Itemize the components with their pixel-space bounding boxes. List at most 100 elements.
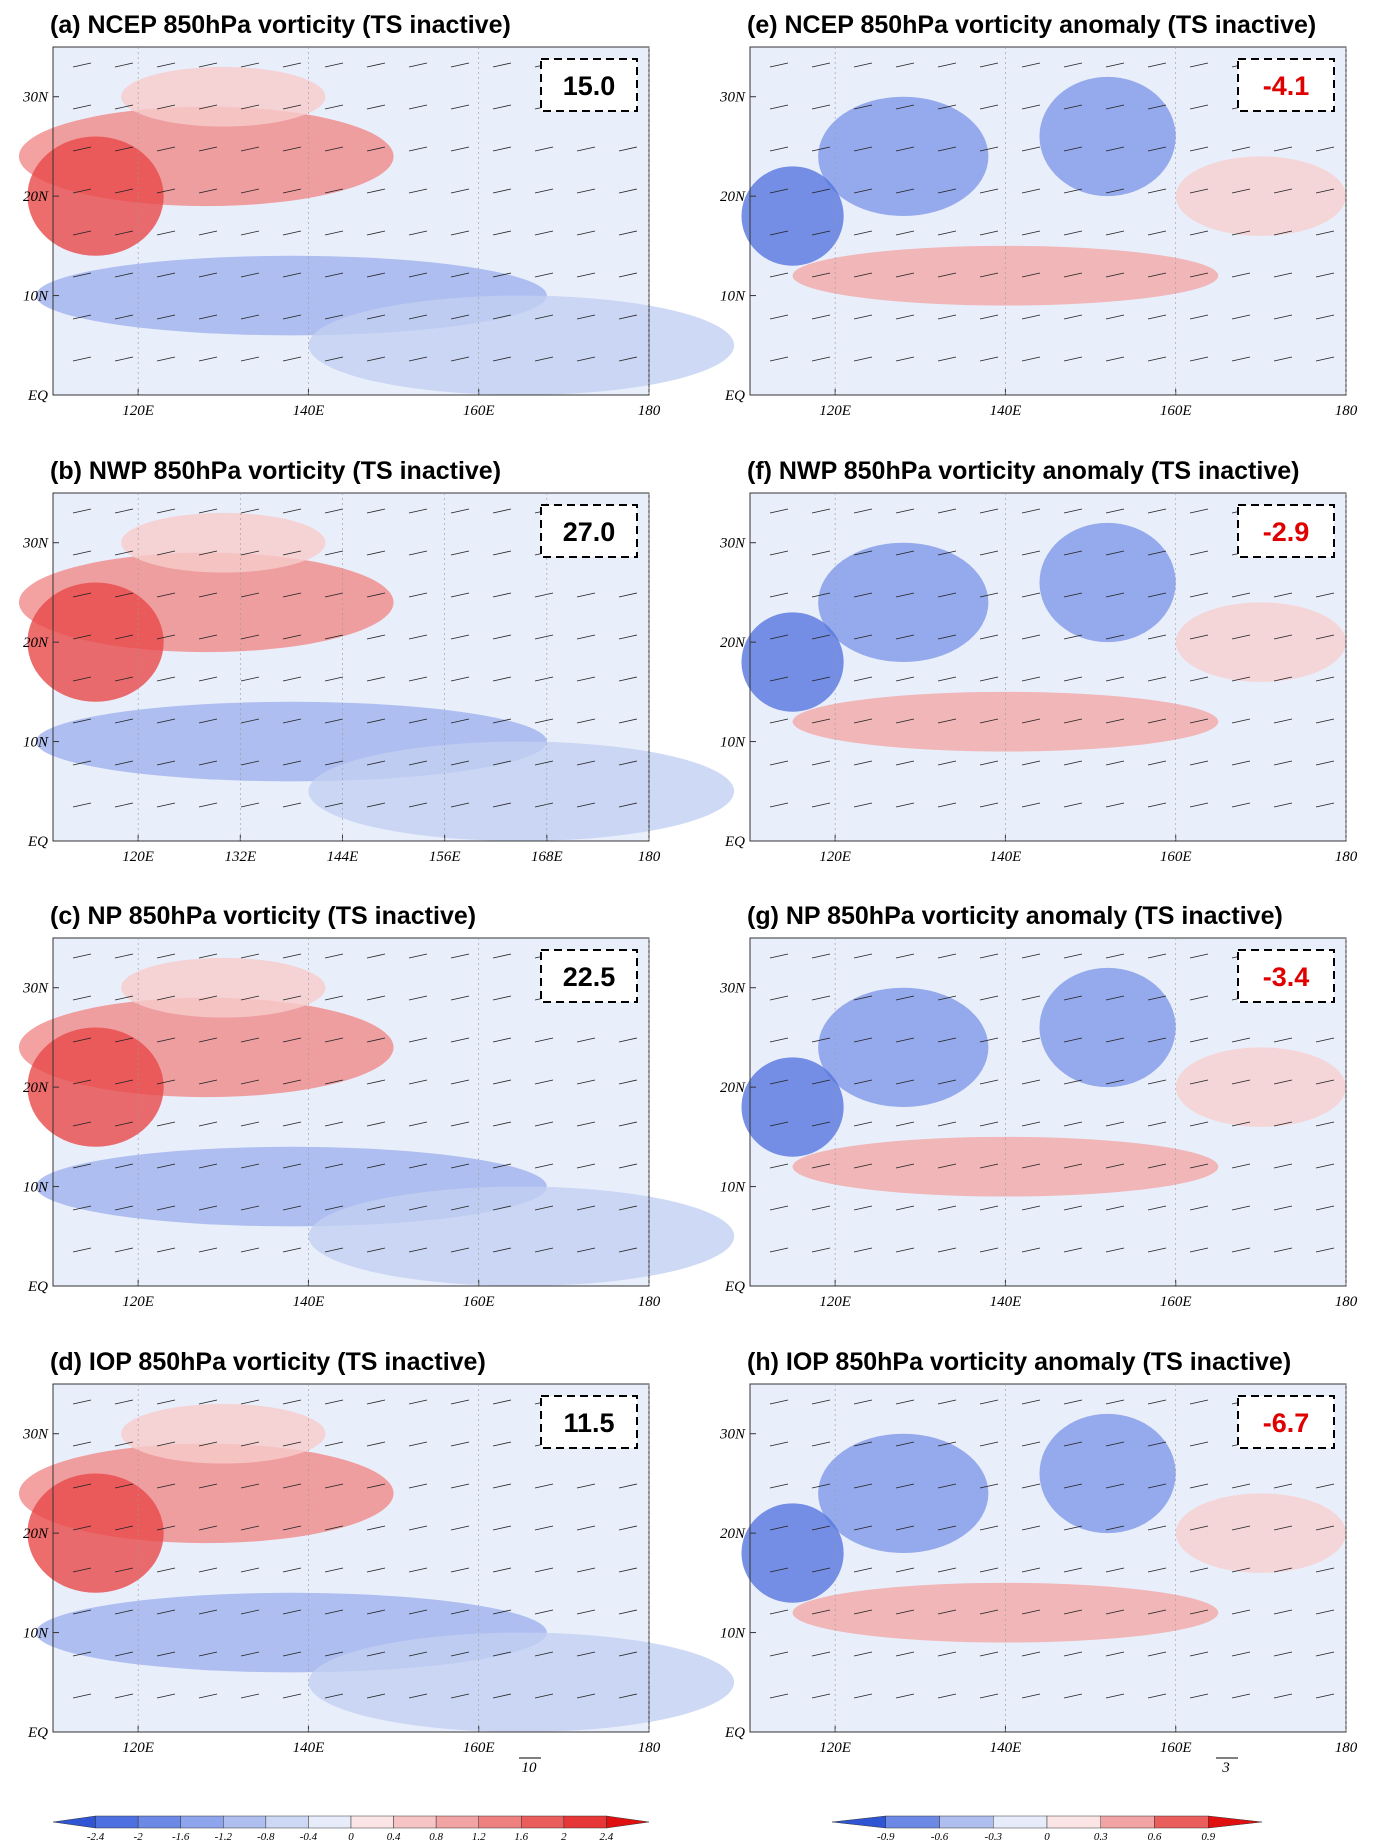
wind-arrow [1315, 1205, 1335, 1211]
wind-arrow [937, 104, 957, 110]
wind-arrow [492, 802, 512, 808]
shading [818, 96, 989, 217]
wind-arrow [1147, 508, 1167, 514]
wind-arrow [492, 1693, 512, 1699]
wind-arrow [408, 953, 428, 959]
wind-arrow [72, 146, 92, 152]
wind-arrow [198, 1247, 218, 1253]
wind-arrow [576, 718, 596, 724]
wind-arrow [72, 592, 92, 598]
wind-arrow [240, 802, 260, 808]
wind-arrow [198, 1079, 218, 1085]
wind-arrow [937, 592, 957, 598]
y-tick-label: 10N [23, 1626, 49, 1642]
wind-arrow [618, 356, 638, 362]
wind-arrow [1273, 1567, 1293, 1573]
wind-arrow [811, 1163, 831, 1169]
wind-arrow [979, 188, 999, 194]
x-tick-label: 120E [819, 403, 851, 419]
wind-arrow [937, 188, 957, 194]
wind-arrow [979, 1247, 999, 1253]
wind-arrow [979, 146, 999, 152]
wind-arrow [769, 1079, 789, 1085]
wind-arrow [618, 1567, 638, 1573]
shading [27, 136, 164, 256]
wind-arrow [1231, 1567, 1251, 1573]
wind-arrow [1021, 1567, 1041, 1573]
y-tick-label: EQ [27, 1279, 48, 1295]
wind-arrow [1189, 1525, 1209, 1531]
wind-arrow [366, 1205, 386, 1211]
wind-arrow [492, 188, 512, 194]
wind-arrow [769, 1525, 789, 1531]
wind-arrow [1189, 1651, 1209, 1657]
wind-arrow [1021, 146, 1041, 152]
wind-arrow [1189, 62, 1209, 68]
wind-arrow [979, 62, 999, 68]
panel-title: (f) NWP 850hPa vorticity anomaly (TS ina… [747, 457, 1299, 485]
wind-arrow [1063, 1609, 1083, 1615]
wind-arrow [811, 995, 831, 1001]
wind-arrow [324, 1079, 344, 1085]
wind-arrow [366, 995, 386, 1001]
wind-arrow [408, 592, 428, 598]
wind-arrow [1021, 314, 1041, 320]
wind-arrow [240, 272, 260, 278]
wind-arrow [618, 1525, 638, 1531]
y-tick-label: EQ [724, 1279, 745, 1295]
wind-arrow [769, 188, 789, 194]
wind-arrow [895, 508, 915, 514]
wind-arrow [576, 1483, 596, 1489]
wind-arrow [618, 1163, 638, 1169]
wind-arrow [618, 676, 638, 682]
colorbar-label: 0 [1044, 1831, 1050, 1843]
wind-arrow [282, 676, 302, 682]
wind-arrow [1273, 146, 1293, 152]
wind-arrow [1315, 634, 1335, 640]
wind-arrow [1147, 592, 1167, 598]
wind-arrow [240, 1483, 260, 1489]
wind-arrow [811, 550, 831, 556]
wind-arrow [492, 1483, 512, 1489]
panel-title: (e) NCEP 850hPa vorticity anomaly (TS in… [747, 11, 1316, 39]
wind-arrow [895, 62, 915, 68]
shading [818, 542, 989, 663]
wind-arrow [282, 550, 302, 556]
wind-arrow [366, 1163, 386, 1169]
wind-arrow [1189, 802, 1209, 808]
wind-arrow [366, 1079, 386, 1085]
wind-arrow [534, 1247, 554, 1253]
wind-arrow [408, 188, 428, 194]
wind-arrow [937, 230, 957, 236]
wind-arrow [282, 1525, 302, 1531]
wind-arrow [853, 953, 873, 959]
wind-arrow [1021, 1441, 1041, 1447]
wind-arrow [1147, 356, 1167, 362]
wind-arrow [408, 1441, 428, 1447]
wind-arrow [1021, 1205, 1041, 1211]
wind-arrow [811, 1651, 831, 1657]
wind-arrow [114, 146, 134, 152]
wind-arrow [1105, 146, 1125, 152]
wind-arrow [282, 1121, 302, 1127]
wind-arrow [534, 1567, 554, 1573]
colorbar-label: 0.3 [1094, 1831, 1108, 1843]
shading [1175, 602, 1347, 682]
wind-arrow [979, 634, 999, 640]
wind-arrow [618, 1247, 638, 1253]
wind-arrow [324, 104, 344, 110]
x-tick-label: 120E [122, 1294, 154, 1310]
y-tick-label: EQ [724, 388, 745, 404]
wind-arrow [979, 104, 999, 110]
wind-arrow [114, 1651, 134, 1657]
wind-arrow [72, 356, 92, 362]
wind-arrow [1021, 1163, 1041, 1169]
shading [121, 1403, 326, 1464]
wind-arrow [618, 592, 638, 598]
wind-arrow [576, 188, 596, 194]
wind-arrow [282, 1079, 302, 1085]
wind-arrow [811, 272, 831, 278]
shading [1039, 967, 1176, 1088]
wind-arrow [1147, 104, 1167, 110]
wind-arrow [979, 676, 999, 682]
